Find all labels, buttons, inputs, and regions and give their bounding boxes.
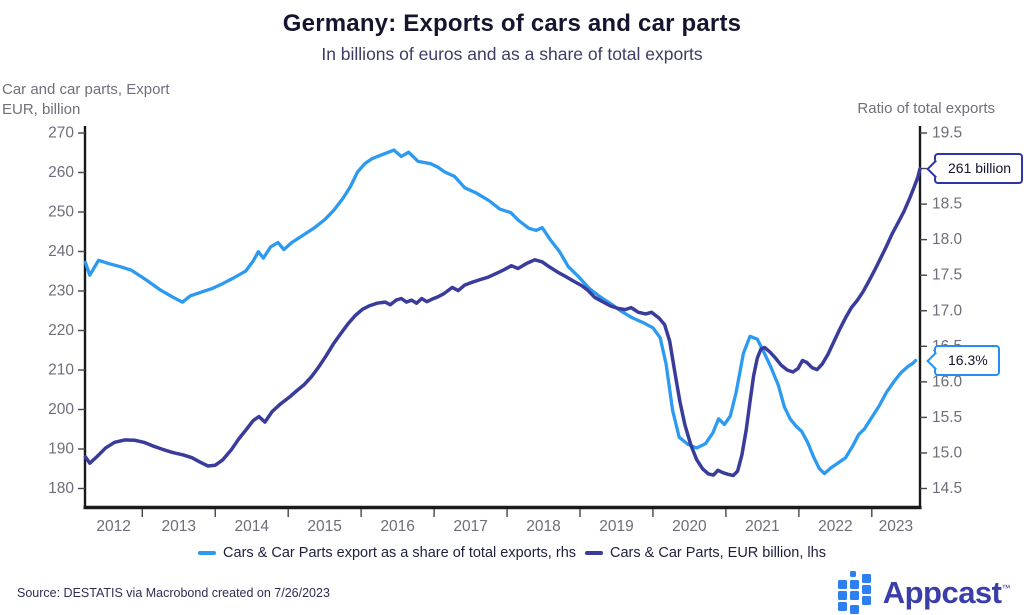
appcast-icon-square bbox=[837, 602, 847, 611]
legend-label-billion: Cars & Car Parts, EUR billion, lhs bbox=[610, 545, 826, 561]
appcast-logo: Appcast™ bbox=[837, 570, 1011, 615]
y-axis-left-tick-label: 220 bbox=[48, 322, 74, 339]
y-axis-left-tick-label: 230 bbox=[48, 283, 74, 300]
y-axis-right-tick-label: 16.0 bbox=[932, 373, 963, 390]
y-axis-left-tick-label: 240 bbox=[48, 243, 74, 260]
y-axis-left-tick-label: 260 bbox=[48, 164, 74, 181]
appcast-logo-icon bbox=[837, 571, 871, 614]
legend-item-share: Cars & Car Parts export as a share of to… bbox=[198, 545, 576, 561]
trademark-symbol: ™ bbox=[1001, 583, 1011, 593]
x-axis-year-label: 2019 bbox=[599, 518, 633, 535]
share-line bbox=[83, 148, 918, 476]
legend-label-share: Cars & Car Parts export as a share of to… bbox=[223, 545, 577, 561]
left-axis-title: Car and car parts, Export EUR, billion bbox=[2, 81, 170, 118]
x-axis-year-label: 2014 bbox=[234, 518, 269, 535]
y-axis-right-tick-label: 18.0 bbox=[932, 231, 963, 248]
y-axis-right-tick-label: 17.0 bbox=[932, 302, 963, 319]
appcast-icon-square bbox=[849, 591, 859, 600]
appcast-icon-square bbox=[837, 591, 847, 600]
callout-261-billion: 261 billion bbox=[934, 153, 1024, 185]
x-axis-year-label: 2020 bbox=[672, 518, 707, 535]
appcast-icon-square bbox=[849, 580, 859, 589]
x-axis-year-label: 2015 bbox=[307, 518, 341, 535]
legend: Cars & Car Parts export as a share of to… bbox=[0, 545, 1024, 561]
page-title: Germany: Exports of cars and car parts bbox=[282, 10, 742, 37]
x-axis-year-label: 2022 bbox=[818, 518, 852, 535]
x-axis-year-label: 2023 bbox=[879, 518, 913, 535]
y-axis-left-tick-label: 190 bbox=[48, 441, 74, 458]
appcast-icon-square bbox=[861, 596, 871, 605]
y-axis-left-tick-label: 180 bbox=[48, 480, 74, 497]
appcast-icon-square bbox=[849, 571, 856, 577]
x-axis-year-label: 2021 bbox=[745, 518, 779, 535]
x-axis-year-label: 2012 bbox=[96, 518, 130, 535]
y-axis-right-tick-label: 17.5 bbox=[932, 267, 962, 284]
y-axis-left-tick-label: 250 bbox=[48, 204, 74, 221]
y-axis-left-tick-label: 210 bbox=[48, 362, 74, 379]
callout-16-3-percent-text: 16.3% bbox=[948, 352, 988, 369]
legend-item-billion: Cars & Car Parts, EUR billion, lhs bbox=[585, 545, 826, 561]
y-axis-right-tick-label: 15.0 bbox=[932, 444, 963, 461]
y-axis-right-tick-label: 15.5 bbox=[932, 409, 962, 426]
billion-line bbox=[83, 167, 922, 478]
y-axis-right-tick-label: 14.5 bbox=[932, 480, 962, 497]
y-axis-left-tick-label: 270 bbox=[48, 125, 74, 142]
y-axis-right-tick-label: 19.5 bbox=[932, 125, 962, 142]
appcast-icon-square bbox=[849, 605, 859, 614]
appcast-icon-square bbox=[837, 580, 847, 589]
billion-line-swatch bbox=[585, 551, 604, 555]
source-note: Source: DESTATIS via Macrobond created o… bbox=[17, 586, 330, 600]
appcast-icon-square bbox=[861, 574, 871, 583]
y-axis-right-tick-label: 18.5 bbox=[932, 196, 962, 213]
page-subtitle: In billions of euros and as a share of t… bbox=[321, 44, 703, 64]
right-axis-title: Ratio of total exports bbox=[857, 100, 995, 117]
appcast-icon-square bbox=[861, 585, 871, 594]
x-axis-year-label: 2018 bbox=[526, 518, 560, 535]
share-line-swatch bbox=[198, 551, 217, 555]
appcast-wordmark: Appcast™ bbox=[882, 575, 1011, 610]
callout-261-billion-text: 261 billion bbox=[948, 160, 1012, 177]
x-axis-year-label: 2016 bbox=[380, 518, 414, 535]
y-axis-left-tick-label: 200 bbox=[48, 401, 74, 418]
x-axis-year-label: 2013 bbox=[162, 518, 196, 535]
callout-16-3-percent: 16.3% bbox=[934, 345, 1000, 377]
x-axis-year-label: 2017 bbox=[453, 518, 487, 535]
